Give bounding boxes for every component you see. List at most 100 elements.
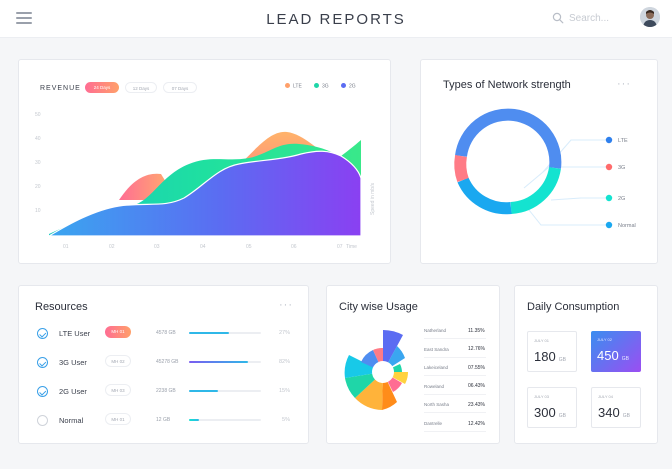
row-divider [424,375,486,377]
day-tile[interactable]: JULY 03 300 GB [527,387,577,428]
region-badge[interactable]: MH 03 [105,384,131,396]
daily-consumption-card: Daily Consumption JULY 01 180 GB JULY 02 450… [514,285,658,444]
usage-percent: 82% [278,359,290,365]
row-checkbox[interactable] [37,415,48,426]
day-tile[interactable]: JULY 02 450 GB [591,331,641,372]
filter-12-days[interactable]: 12 Days [125,82,157,93]
y-tick: 50 [35,112,41,118]
usage-bar-fill [189,390,218,392]
usage-percent: 27% [278,330,290,336]
usage-bar-fill [189,361,249,363]
resource-row: 3G User MH 02 45278 GB 82% [19,355,310,371]
usage-bar [189,419,261,421]
resource-row: Normal MH 01 12 GB 5% [19,413,310,429]
row-checkbox[interactable] [37,357,48,368]
x-tick: 04 [200,244,206,250]
day-value: 300 GB [534,405,566,420]
day-date: JULY 03 [534,394,549,399]
usage-bar [189,390,261,392]
city-name: North Sasha [424,402,450,408]
resource-size: 4578 GB [156,330,176,336]
resource-name: Normal [59,416,84,425]
city-value: 23.43% [468,401,485,408]
row-checkbox[interactable] [37,328,48,339]
day-unit: GB [558,413,566,419]
city-name: Natherland [424,328,447,333]
x-tick: 05 [246,244,252,250]
revenue-area-chart: 10 20 30 40 50 01 02 03 04 05 06 07 Time… [35,112,376,250]
usage-bar [189,332,261,334]
y-tick: 10 [35,208,41,214]
city-value: 12.76% [468,346,485,353]
legend-3g: 3G [314,83,329,90]
network-legend: LTE 3G 2G Normal [605,136,636,229]
filter-24-days[interactable]: 24 Days [85,82,119,93]
row-divider [424,356,486,358]
network-donut-chart: LTE 3G 2G Normal [454,108,636,229]
resource-name: LTE User [59,329,91,338]
row-checkbox[interactable] [37,386,48,397]
resource-name: 3G User [59,358,87,367]
x-tick: 06 [291,244,297,250]
usage-percent: 15% [278,388,290,394]
x-tick: 07 [337,244,343,250]
day-value: 180 GB [534,349,566,364]
more-options-icon[interactable]: ··· [279,299,293,311]
usage-bar [189,361,261,363]
row-divider [424,393,486,395]
legend-label-3g: 3G [618,165,625,171]
resources-title: Resources [35,301,88,313]
x-axis-label: Time [346,244,357,250]
city-value: 07.55% [468,364,485,371]
city-name: Dantrelle [424,421,443,426]
legend-lte: LTE [285,83,302,90]
city-name: Lakeiceland [424,365,449,371]
filter-07-days[interactable]: 07 Days [163,82,197,93]
avatar[interactable] [640,7,660,27]
y-tick: 20 [35,184,41,190]
city-value: 06.43% [468,383,485,390]
search-input[interactable] [569,11,631,26]
day-number: 340 [598,405,620,420]
search-box[interactable] [552,11,632,27]
y-tick: 30 [35,160,41,166]
revenue-card: REVENUE 24 Days 12 Days 07 Days LTE 3G 2… [18,59,391,264]
day-tile[interactable]: JULY 01 180 GB [527,331,577,372]
hamburger-icon[interactable] [16,12,32,24]
y-tick: 40 [35,136,41,142]
city-value: 11.35% [468,327,485,334]
more-options-icon[interactable]: ··· [617,78,631,90]
day-number: 450 [597,348,619,363]
city-name: East Sandra [424,346,449,352]
legend-label-2g: 2G [618,196,625,202]
city-usage-card: City wise Usage Natherland 11.35% East San… [326,285,500,444]
series-2g-area [46,150,362,237]
region-badge[interactable]: MH 01 [105,413,131,425]
daily-title: Daily Consumption [527,301,620,313]
day-date: JULY 04 [598,394,613,399]
day-tile[interactable]: JULY 04 340 GB [591,387,641,428]
3g-arc [454,154,469,183]
row-divider [424,431,486,432]
city-polar-chart [344,329,409,410]
usage-bar-fill [189,332,229,334]
search-icon[interactable] [552,12,564,24]
polar-slice [355,372,383,410]
leader-lines [520,139,606,226]
usage-percent: 5% [282,417,290,423]
legend-2g: 2G [341,83,356,90]
y-axis-label: Speed in mb/s [370,183,376,215]
region-badge[interactable]: MH 01 [105,326,131,338]
region-badge[interactable]: MH 02 [105,355,131,367]
x-tick: 02 [109,244,115,250]
lte-arc [455,108,562,169]
resource-name: 2G User [59,387,87,396]
resource-size: 12 GB [156,417,171,423]
row-divider [424,412,486,414]
user-avatar-icon [640,7,660,27]
resources-card: Resources ··· LTE User MH 01 4578 GB 27% 3G … [18,285,309,444]
x-tick: 03 [154,244,160,250]
resource-size: 45278 GB [156,359,179,365]
network-title: Types of Network strength [443,79,571,91]
day-number: 300 [534,405,556,420]
